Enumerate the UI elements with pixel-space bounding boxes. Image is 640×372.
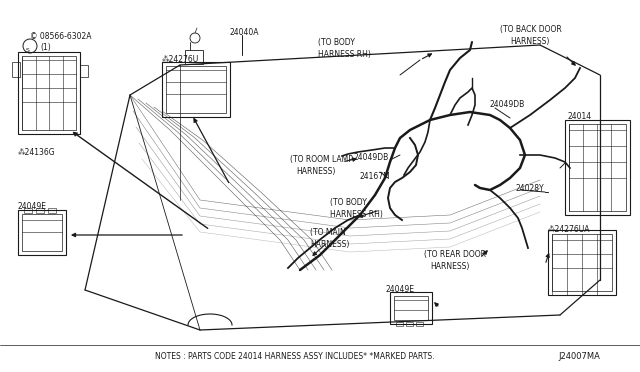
Text: (1): (1): [40, 43, 51, 52]
Bar: [80, 65, 88, 77]
Bar: [48, 208, 56, 213]
Text: 24049DB: 24049DB: [354, 153, 389, 162]
Text: 24049DB: 24049DB: [490, 100, 525, 109]
Text: HARNESS RH): HARNESS RH): [318, 50, 371, 59]
Text: S: S: [26, 48, 30, 52]
Text: (TO MAIN: (TO MAIN: [310, 228, 346, 237]
Text: ⁂24276U: ⁂24276U: [162, 55, 199, 64]
Bar: [162, 62, 230, 117]
Text: 24049E: 24049E: [385, 285, 414, 294]
Bar: [390, 292, 432, 324]
Bar: [416, 322, 423, 326]
Text: 24040A: 24040A: [230, 28, 259, 37]
Bar: [36, 208, 44, 213]
Text: 24049E: 24049E: [18, 202, 47, 211]
Text: (TO BODY: (TO BODY: [318, 38, 355, 47]
Text: ⁂24276UA: ⁂24276UA: [548, 225, 591, 234]
Text: © 08566-6302A: © 08566-6302A: [30, 32, 92, 41]
Text: 24167M: 24167M: [360, 172, 391, 181]
Text: (TO BODY: (TO BODY: [330, 198, 367, 207]
Text: (TO REAR DOOR: (TO REAR DOOR: [424, 250, 486, 259]
Bar: [12, 62, 20, 77]
Bar: [22, 56, 76, 130]
Bar: [24, 208, 32, 213]
Text: NOTES : PARTS CODE 24014 HARNESS ASSY INCLUDES* *MARKED PARTS.: NOTES : PARTS CODE 24014 HARNESS ASSY IN…: [155, 352, 435, 361]
Text: HARNESS): HARNESS): [510, 37, 549, 46]
Text: (TO ROOM LAMP: (TO ROOM LAMP: [290, 155, 353, 164]
Bar: [569, 124, 626, 211]
Text: J24007MA: J24007MA: [558, 352, 600, 361]
Text: HARNESS): HARNESS): [430, 262, 469, 271]
Bar: [552, 234, 612, 291]
Bar: [22, 214, 62, 251]
Bar: [406, 322, 413, 326]
Bar: [548, 230, 616, 295]
Text: 24028Y: 24028Y: [516, 184, 545, 193]
Bar: [396, 322, 403, 326]
Bar: [565, 120, 630, 215]
Text: (TO BACK DOOR: (TO BACK DOOR: [500, 25, 562, 34]
Text: HARNESS RH): HARNESS RH): [330, 210, 383, 219]
Text: 24014: 24014: [568, 112, 592, 121]
Bar: [166, 66, 226, 113]
Bar: [18, 52, 80, 134]
Bar: [394, 296, 428, 320]
Text: HARNESS): HARNESS): [296, 167, 335, 176]
Bar: [18, 210, 66, 255]
Text: ⁂24136G: ⁂24136G: [18, 148, 56, 157]
Text: HARNESS): HARNESS): [310, 240, 349, 249]
Bar: [185, 50, 203, 64]
